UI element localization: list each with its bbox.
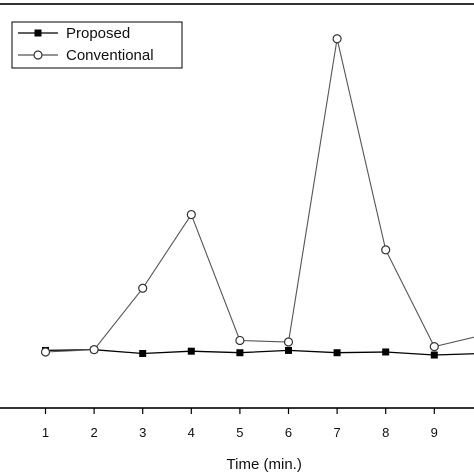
x-tick-label: 7 bbox=[333, 425, 340, 440]
x-tick-label: 6 bbox=[285, 425, 292, 440]
series-layer bbox=[40, 34, 474, 359]
x-tick-label: 8 bbox=[382, 425, 389, 440]
x-ticks: 1 2 3 4 5 6 7 8 9 bbox=[42, 408, 438, 440]
legend-box bbox=[11, 21, 183, 69]
data-point bbox=[429, 341, 439, 352]
x-tick-label: 1 bbox=[42, 425, 49, 440]
axes bbox=[0, 3, 474, 409]
data-point bbox=[382, 348, 390, 356]
series-line bbox=[45, 349, 474, 356]
legend: Proposed Conventional bbox=[11, 21, 183, 69]
data-point bbox=[381, 245, 391, 255]
x-tick-label: 9 bbox=[431, 425, 438, 440]
data-point bbox=[187, 347, 195, 355]
legend-label: Proposed bbox=[66, 25, 130, 42]
series-proposed bbox=[42, 346, 474, 359]
data-point bbox=[430, 351, 438, 359]
legend-label: Conventional bbox=[66, 47, 154, 64]
legend-marker bbox=[33, 50, 43, 60]
data-point bbox=[235, 335, 245, 346]
legend-marker bbox=[34, 29, 42, 37]
x-tick-label: 2 bbox=[90, 425, 97, 440]
data-point bbox=[138, 283, 148, 293]
x-axis-title: Time (min.) bbox=[227, 456, 302, 473]
series-line bbox=[45, 38, 474, 353]
data-point bbox=[89, 345, 99, 355]
data-point bbox=[236, 349, 244, 357]
series-conventional bbox=[40, 34, 474, 357]
data-point bbox=[283, 337, 294, 347]
plot-frame bbox=[0, 3, 474, 409]
x-tick-label: 5 bbox=[236, 425, 243, 440]
data-point bbox=[186, 209, 196, 220]
data-point bbox=[333, 349, 341, 357]
data-point bbox=[285, 346, 292, 354]
x-tick-label: 4 bbox=[188, 425, 195, 440]
data-point bbox=[40, 347, 51, 357]
x-tick-label: 3 bbox=[139, 425, 146, 440]
data-point bbox=[139, 350, 147, 358]
data-point bbox=[332, 34, 342, 44]
